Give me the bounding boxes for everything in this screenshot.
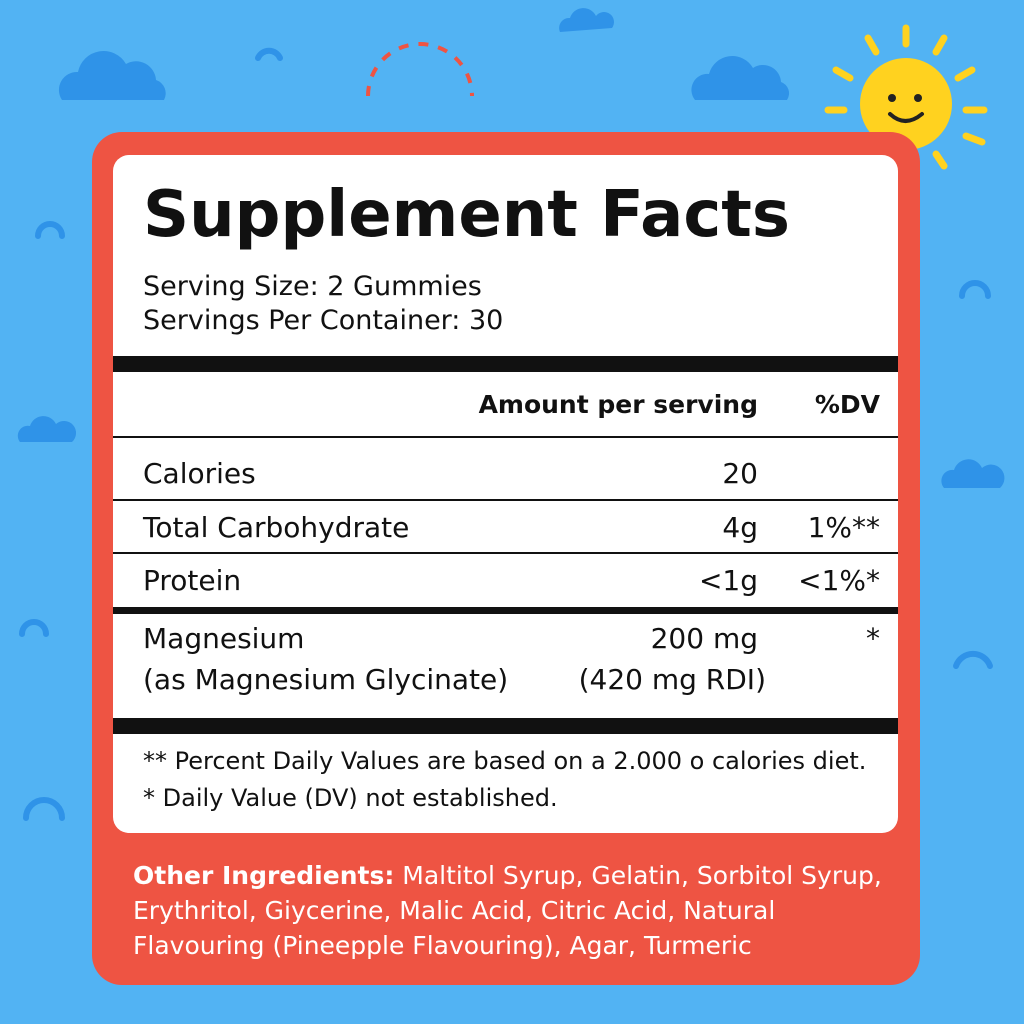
row-subname: (as Magnesium Glycinate) xyxy=(143,663,509,696)
row-amount-note: (420 mg RDI) xyxy=(578,663,766,696)
row-amount: 4g xyxy=(722,511,758,544)
title: Supplement Facts xyxy=(143,178,790,252)
other-ingredients: Other Ingredients: Maltitol Syrup, Gelat… xyxy=(133,858,893,963)
row-name: Total Carbohydrate xyxy=(143,511,410,544)
row-name: Magnesium xyxy=(143,622,305,655)
clouds xyxy=(17,8,1005,488)
divider xyxy=(113,607,898,614)
row-name: Calories xyxy=(143,457,256,490)
row-amount: <1g xyxy=(698,564,758,597)
row-amount: 200 mg xyxy=(650,622,758,655)
arcs xyxy=(19,47,993,821)
dashed-arc xyxy=(366,42,474,97)
ingredients-text: Maltitol Syrup, Gelatin, Sorbitol Syrup,… xyxy=(133,861,882,960)
row-amount: 20 xyxy=(722,457,758,490)
footnote: ** Percent Daily Values are based on a 2… xyxy=(143,747,867,775)
ingredients-label: Other Ingredients: xyxy=(133,861,395,890)
footnote: * Daily Value (DV) not established. xyxy=(143,784,558,812)
divider xyxy=(113,499,898,501)
serving-size: Serving Size: 2 Gummies xyxy=(143,271,482,302)
row-dv: 1%** xyxy=(807,511,880,544)
header-amount: Amount per serving xyxy=(478,390,758,419)
header-dv: %DV xyxy=(814,390,880,419)
servings-per-container: Servings Per Container: 30 xyxy=(143,305,504,336)
divider xyxy=(113,436,898,438)
row-name: Protein xyxy=(143,564,242,597)
facts-panel: Supplement Facts Serving Size: 2 Gummies… xyxy=(113,155,898,833)
divider xyxy=(113,552,898,554)
row-dv: <1%* xyxy=(798,564,880,597)
row-dv: * xyxy=(866,622,880,655)
divider xyxy=(113,356,898,372)
divider xyxy=(113,718,898,734)
